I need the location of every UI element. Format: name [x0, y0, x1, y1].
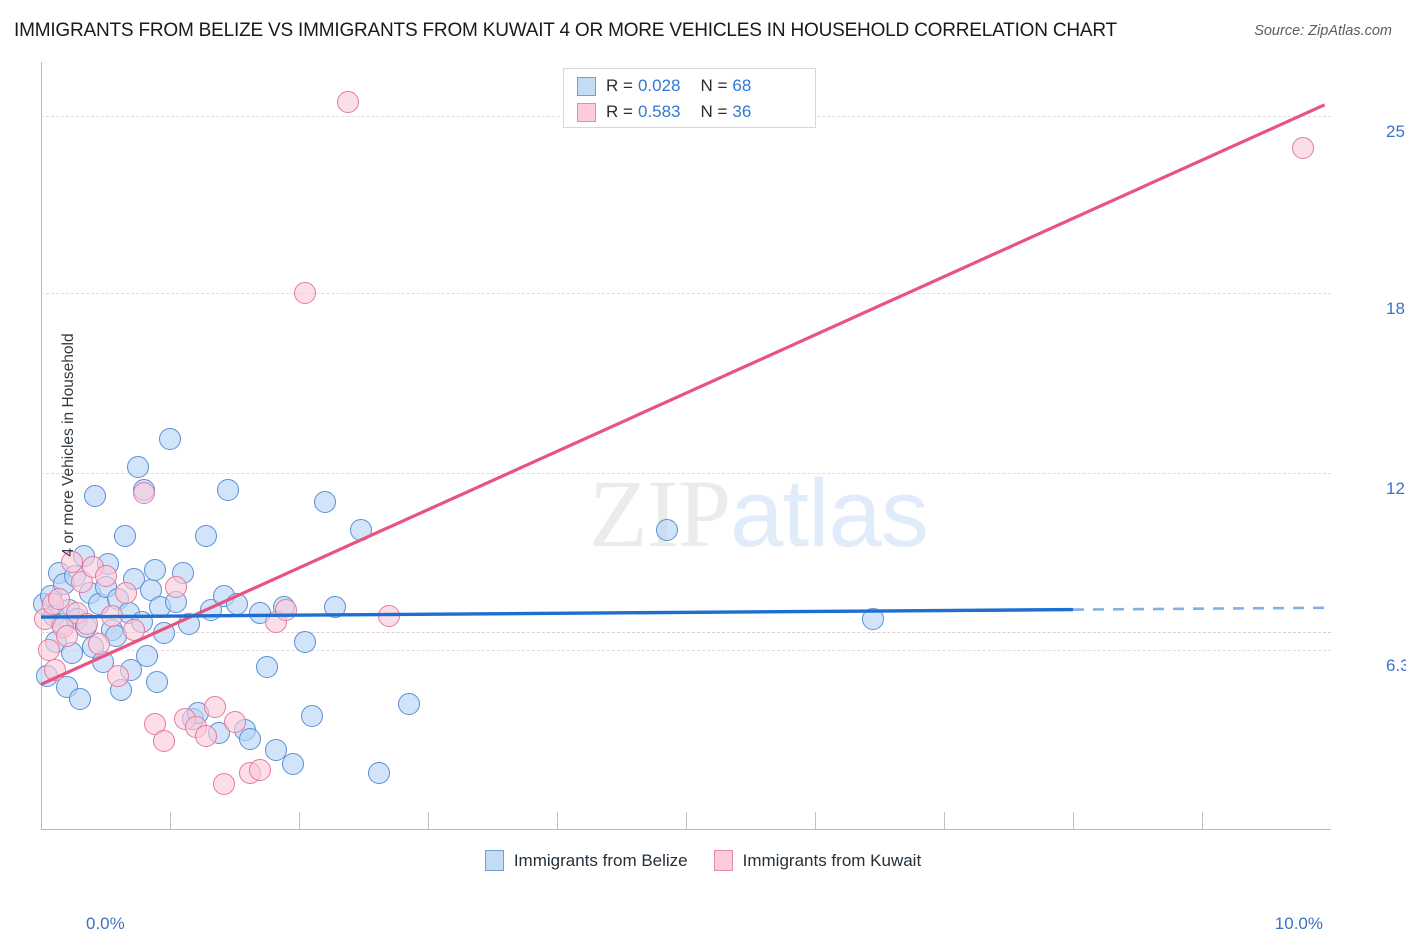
scatter-point [133, 482, 156, 505]
legend-label-belize: Immigrants from Belize [513, 850, 688, 870]
y-axis-tick-label: 25.0% [1386, 122, 1406, 142]
scatter-point [238, 727, 261, 750]
y-axis-tick-label: 6.3% [1386, 656, 1406, 676]
scatter-point [113, 524, 136, 547]
gridline [41, 473, 1331, 475]
scatter-point [84, 484, 107, 507]
legend-item-kuwait[interactable]: Immigrants from Kuwait [713, 850, 922, 871]
x-axis-min-label: 0.0% [86, 914, 125, 933]
stats-row-belize: R = 0.028 N = 68 [577, 73, 751, 99]
scatter-point [152, 622, 175, 644]
stats-n-label-belize: N = [700, 76, 728, 95]
x-axis-tick [170, 812, 171, 830]
scatter-point [249, 759, 272, 782]
scatter-point [159, 427, 181, 450]
stats-r-value-belize: 0.028 [637, 76, 681, 95]
stats-r-label-kuwait: R = [606, 102, 633, 121]
legend-swatch-belize [484, 850, 504, 871]
x-axis-tick [944, 812, 945, 830]
stats-row-kuwait: R = 0.583 N = 36 [577, 99, 751, 125]
scatter-point [152, 730, 175, 753]
page-title: IMMIGRANTS FROM BELIZE VS IMMIGRANTS FRO… [14, 20, 1117, 41]
stats-n-label-kuwait: N = [700, 102, 728, 121]
scatter-point [1291, 136, 1314, 159]
watermark-atlas: atlas [730, 460, 929, 567]
scatter-point [397, 693, 420, 716]
scatter-point [143, 559, 166, 582]
series-legend: Immigrants from Belize Immigrants from K… [0, 850, 1406, 871]
stats-n-value-kuwait: 36 [732, 102, 752, 121]
scatter-point [146, 670, 169, 693]
scatter-point [226, 593, 249, 616]
scatter-point [294, 630, 317, 653]
scatter-point [655, 519, 678, 542]
scatter-point [862, 607, 885, 630]
y-axis-tick-label: 18.8% [1386, 299, 1406, 319]
x-axis-tick [299, 812, 300, 830]
gridline [41, 293, 1331, 295]
watermark: ZIPatlas [589, 466, 929, 562]
stats-r-value-kuwait: 0.583 [637, 102, 681, 121]
gridline [41, 650, 1331, 652]
plot-area: ZIPatlas 6.3% 12.5% 18.8% 25.0% 4 or more V… [32, 62, 1406, 933]
scatter-point [122, 619, 145, 642]
scatter-point [294, 282, 317, 305]
y-axis-tick-label: 12.5% [1386, 479, 1406, 499]
x-axis-tick [428, 812, 429, 830]
legend-swatch-kuwait [713, 850, 733, 871]
x-axis-tick [686, 812, 687, 830]
scatter-point [135, 644, 158, 667]
scatter-point [195, 524, 218, 547]
scatter-point [223, 710, 246, 733]
scatter-point [324, 596, 347, 619]
watermark-zip: ZIP [589, 460, 731, 567]
scatter-point [100, 604, 123, 627]
y-axis-line [41, 62, 42, 830]
scatter-point [217, 479, 240, 502]
scatter-point [68, 687, 91, 710]
scatter-point [367, 761, 390, 784]
scatter-point [281, 753, 304, 776]
scatter-point [126, 456, 149, 479]
scatter-point [378, 604, 401, 627]
stats-swatch-belize [577, 76, 596, 96]
scatter-point [94, 564, 117, 587]
scatter-point [300, 704, 323, 727]
scatter-point [349, 519, 372, 542]
y-axis-title: 4 or more Vehicles in Household [60, 333, 77, 557]
scatter-point [115, 582, 138, 605]
chart-header: IMMIGRANTS FROM BELIZE VS IMMIGRANTS FRO… [0, 0, 1406, 56]
scatter-point [337, 90, 360, 113]
baseline-gridline [41, 631, 1331, 633]
legend-item-belize[interactable]: Immigrants from Belize [484, 850, 688, 871]
source-attribution: Source: ZipAtlas.com [1254, 23, 1392, 39]
scatter-point [275, 599, 298, 622]
stats-r-label-belize: R = [606, 76, 633, 95]
scatter-point [313, 490, 336, 513]
x-axis-tick [1202, 812, 1203, 830]
x-axis-tick [557, 812, 558, 830]
legend-label-kuwait: Immigrants from Kuwait [742, 850, 922, 870]
x-axis-max-label: 10.0% [1274, 914, 1323, 933]
scatter-point [37, 639, 60, 662]
x-axis-tick [1073, 812, 1074, 830]
scatter-point [255, 656, 278, 679]
trend-line-belize-projected [1072, 606, 1332, 611]
scatter-point [195, 724, 218, 747]
scatter-point [264, 739, 287, 762]
x-axis-tick [815, 812, 816, 830]
scatter-point [204, 696, 227, 719]
stats-n-value-belize: 68 [732, 76, 752, 95]
scatter-point [213, 773, 236, 796]
correlation-stats-box: R = 0.028 N = 68 R = 0.583 N = 36 [563, 68, 816, 128]
stats-swatch-kuwait [577, 102, 596, 122]
